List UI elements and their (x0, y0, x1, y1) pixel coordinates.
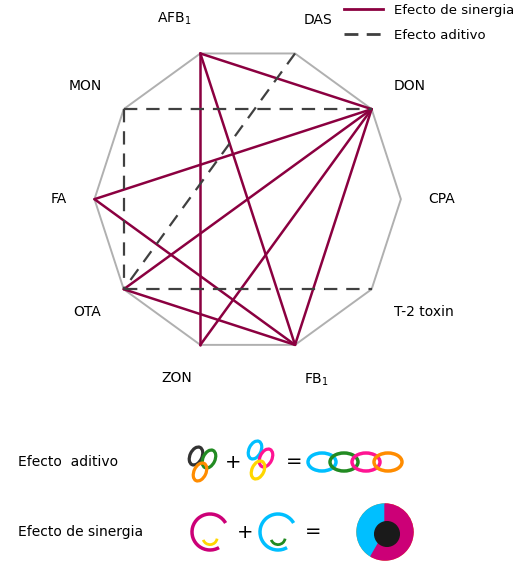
Circle shape (375, 521, 399, 546)
Text: OTA: OTA (74, 306, 102, 320)
Text: =: = (305, 523, 321, 542)
Text: Efecto  aditivo: Efecto aditivo (18, 455, 118, 469)
Text: DON: DON (394, 79, 426, 93)
Text: DAS: DAS (304, 13, 332, 27)
Wedge shape (357, 504, 385, 556)
Text: Efecto de sinergia: Efecto de sinergia (18, 525, 143, 539)
Wedge shape (385, 504, 413, 532)
Text: MON: MON (68, 79, 102, 93)
Text: ZON: ZON (161, 371, 192, 385)
Text: +: + (225, 452, 241, 472)
Text: +: + (237, 523, 253, 542)
Text: CPA: CPA (429, 192, 455, 206)
Text: FA: FA (50, 192, 67, 206)
Circle shape (357, 504, 413, 560)
Text: FB$_1$: FB$_1$ (304, 371, 328, 387)
Legend: Efecto de sinergia, Efecto aditivo: Efecto de sinergia, Efecto aditivo (338, 0, 519, 47)
Wedge shape (371, 532, 413, 560)
Text: AFB$_1$: AFB$_1$ (157, 11, 192, 27)
Text: T-2 toxin: T-2 toxin (394, 306, 454, 320)
Text: =: = (286, 452, 302, 472)
